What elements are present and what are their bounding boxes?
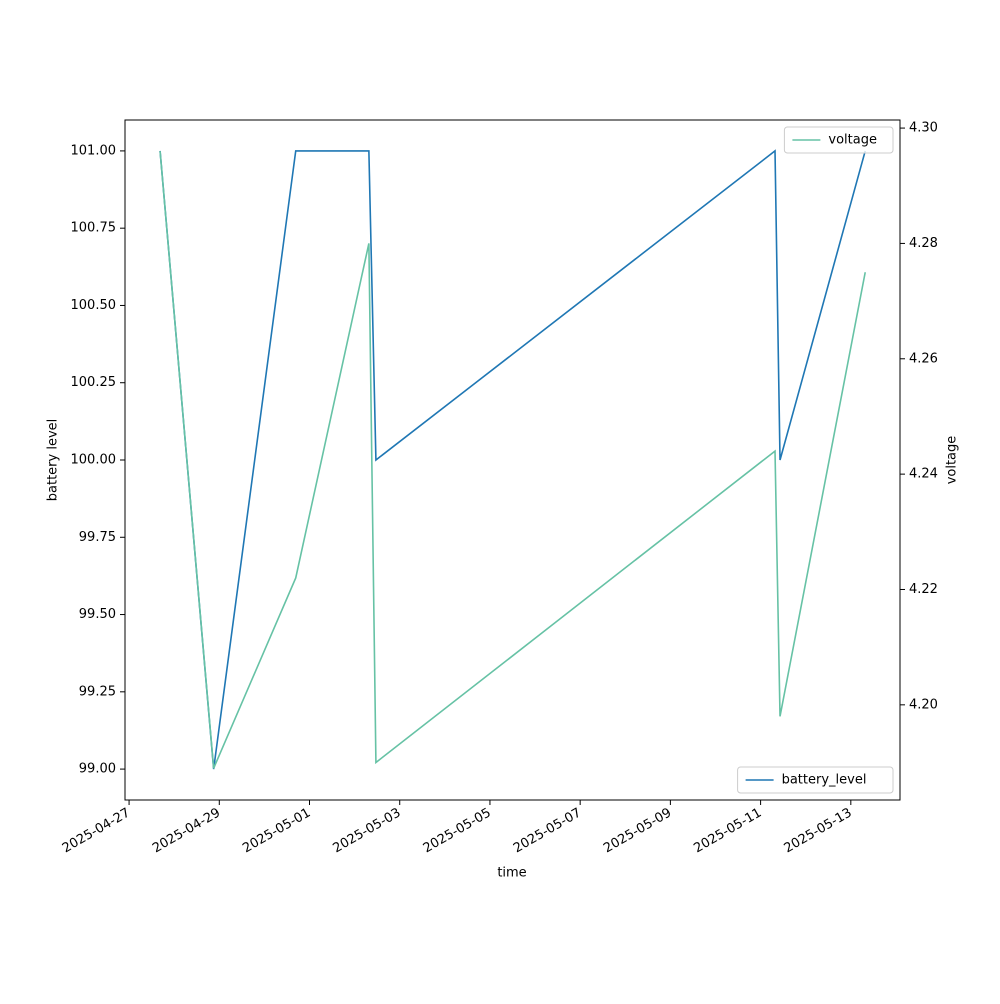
series-line xyxy=(159,149,866,770)
legend-label: battery_level xyxy=(782,773,867,788)
x-tick-label: 2025-05-07 xyxy=(511,806,584,857)
y2-tick-label: 4.24 xyxy=(909,467,938,482)
x-tick-label: 2025-05-09 xyxy=(601,806,674,857)
y-tick-label: 99.00 xyxy=(79,762,116,777)
x-tick-label: 2025-04-27 xyxy=(60,806,133,857)
y-tick-label: 100.00 xyxy=(71,453,117,468)
x-tick-label: 2025-05-01 xyxy=(240,806,313,857)
y2-tick-label: 4.28 xyxy=(909,236,938,251)
y2-axis-label: voltage xyxy=(945,436,960,485)
y-tick-label: 101.00 xyxy=(71,143,117,158)
y-tick-label: 99.50 xyxy=(79,607,116,622)
legend-box xyxy=(783,126,894,154)
x-tick-label: 2025-04-29 xyxy=(150,806,223,857)
x-tick-label: 2025-05-11 xyxy=(691,806,764,857)
y-tick-label: 100.25 xyxy=(71,375,117,390)
series-line xyxy=(159,151,867,769)
y-tick-label: 100.50 xyxy=(71,298,117,313)
y2-tick-label: 4.22 xyxy=(909,582,938,597)
y-tick-label: 99.75 xyxy=(79,530,116,545)
legend-label: voltage xyxy=(828,133,877,148)
y2-tick-label: 4.26 xyxy=(909,351,938,366)
x-axis-label: time xyxy=(497,866,526,881)
y-tick-label: 99.25 xyxy=(79,684,116,699)
y-axis-label: battery level xyxy=(46,419,61,502)
x-tick-label: 2025-05-03 xyxy=(331,806,404,857)
y-tick-label: 100.75 xyxy=(71,221,117,236)
x-tick-label: 2025-05-13 xyxy=(782,806,855,857)
legend-box xyxy=(737,766,894,794)
x-tick-label: 2025-05-05 xyxy=(421,806,494,857)
y2-tick-label: 4.30 xyxy=(909,121,938,136)
y2-tick-label: 4.20 xyxy=(909,697,938,712)
